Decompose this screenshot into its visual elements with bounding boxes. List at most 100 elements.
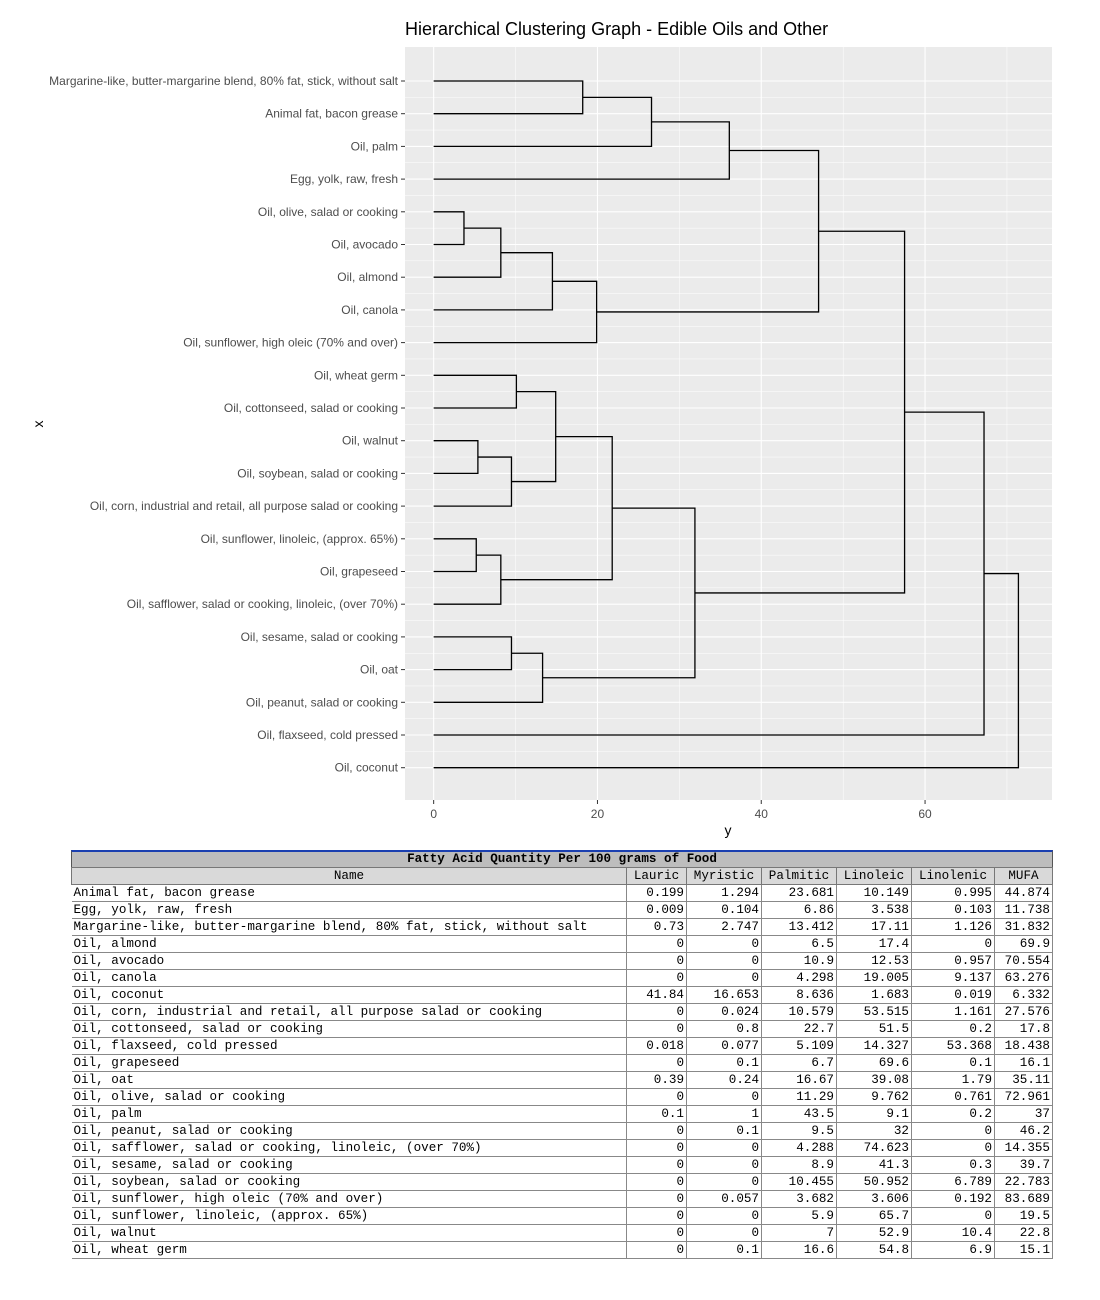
table-row: Oil, peanut, salad or cooking 0 0.1 9.5 32 0 4… [71, 1122, 1053, 1140]
cell-linolenic: 0.995 [911, 884, 995, 902]
cell-name: Oil, soybean, salad or cooking [71, 1173, 627, 1191]
table-row: Oil, walnut 0 0 7 52.9 10.4 22.8 [71, 1224, 1053, 1242]
cell-myristic: 0 [686, 1173, 762, 1191]
leaf-label: Oil, flaxseed, cold pressed [257, 728, 398, 742]
cell-linolenic: 6.789 [911, 1173, 995, 1191]
cell-myristic: 0 [686, 1207, 762, 1225]
column-header-palmitic: Palmitic [761, 867, 837, 885]
cell-mufa: 63.276 [994, 969, 1053, 987]
cell-name: Oil, olive, salad or cooking [71, 1088, 627, 1106]
cell-palmitic: 3.682 [761, 1190, 837, 1208]
cell-linoleic: 9.1 [836, 1105, 912, 1123]
cell-name: Oil, corn, industrial and retail, all pu… [71, 1003, 627, 1021]
leaf-label: Oil, almond [337, 270, 398, 284]
cell-linoleic: 41.3 [836, 1156, 912, 1174]
plot-panel [405, 47, 1052, 800]
leaf-label: Oil, olive, salad or cooking [258, 205, 398, 219]
cell-mufa: 31.832 [994, 918, 1053, 936]
cell-mufa: 27.576 [994, 1003, 1053, 1021]
cell-palmitic: 6.5 [761, 935, 837, 953]
cell-lauric: 0.009 [626, 901, 687, 919]
dendrogram-link [433, 80, 584, 115]
leaf-label: Egg, yolk, raw, fresh [290, 172, 398, 186]
table-row: Oil, canola 0 0 4.298 19.005 9.137 63.276 [71, 969, 1053, 987]
cell-myristic: 0 [686, 1224, 762, 1242]
cell-myristic: 0 [686, 969, 762, 987]
cell-lauric: 0 [626, 1156, 687, 1174]
leaf-label: Oil, sesame, salad or cooking [241, 630, 398, 644]
cell-linolenic: 0.761 [911, 1088, 995, 1106]
cell-linoleic: 3.606 [836, 1190, 912, 1208]
cell-lauric: 0.39 [626, 1071, 687, 1089]
table-body: Animal fat, bacon grease 0.199 1.294 23.681… [71, 884, 1053, 1259]
cell-palmitic: 7 [761, 1224, 837, 1242]
cell-myristic: 0 [686, 952, 762, 970]
table-row: Oil, safflower, salad or cooking, linole… [71, 1139, 1053, 1157]
table-row: Oil, sunflower, linoleic, (approx. 65%) 0… [71, 1207, 1053, 1225]
cell-myristic: 2.747 [686, 918, 762, 936]
cell-name: Oil, grapeseed [71, 1054, 627, 1072]
cell-linoleic: 17.4 [836, 935, 912, 953]
cell-palmitic: 10.455 [761, 1173, 837, 1191]
table-row: Oil, oat 0.39 0.24 16.67 39.08 1.79 35.11 [71, 1071, 1053, 1089]
cell-linolenic: 53.368 [911, 1037, 995, 1055]
cell-mufa: 16.1 [994, 1054, 1053, 1072]
cell-myristic: 0 [686, 935, 762, 953]
leaf-label: Oil, canola [341, 303, 398, 317]
cell-linolenic: 0.957 [911, 952, 995, 970]
cell-myristic: 0.1 [686, 1122, 762, 1140]
cell-palmitic: 43.5 [761, 1105, 837, 1123]
column-header-name: Name [71, 867, 627, 885]
cell-mufa: 6.332 [994, 986, 1053, 1004]
cell-linoleic: 69.6 [836, 1054, 912, 1072]
y-axis-ticks: 0 20 40 60 [430, 800, 932, 821]
cell-name: Oil, safflower, salad or cooking, linole… [71, 1139, 627, 1157]
column-header-linoleic: Linoleic [836, 867, 912, 885]
cell-linolenic: 0 [911, 1207, 995, 1225]
cell-linolenic: 0.103 [911, 901, 995, 919]
cell-lauric: 0 [626, 969, 687, 987]
y-tick-label: 0 [430, 807, 437, 821]
table-row: Oil, coconut 41.84 16.653 8.636 1.683 0.019 6.… [71, 986, 1053, 1004]
x-axis-title: x [30, 421, 46, 428]
cell-name: Oil, sunflower, linoleic, (approx. 65%) [71, 1207, 627, 1225]
leaf-label: Animal fat, bacon grease [265, 107, 398, 121]
cell-name: Egg, yolk, raw, fresh [71, 901, 627, 919]
dendrogram-link [694, 230, 906, 594]
cell-name: Oil, sunflower, high oleic (70% and over… [71, 1190, 627, 1208]
cell-mufa: 70.554 [994, 952, 1053, 970]
leaf-label: Oil, walnut [342, 434, 399, 448]
leaf-label: Oil, peanut, salad or cooking [246, 695, 398, 709]
dendrogram-link [433, 456, 513, 507]
leaf-label: Oil, wheat germ [314, 368, 398, 382]
cell-linolenic: 1.126 [911, 918, 995, 936]
leaf-label: Oil, coconut [335, 761, 399, 775]
cell-palmitic: 22.7 [761, 1020, 837, 1038]
cell-palmitic: 5.109 [761, 1037, 837, 1055]
cell-linolenic: 1.161 [911, 1003, 995, 1021]
cell-palmitic: 10.9 [761, 952, 837, 970]
dendrogram-link [433, 572, 1020, 769]
leaf-label: Margarine-like, butter-margarine blend, … [49, 74, 398, 88]
cell-lauric: 0 [626, 1020, 687, 1038]
cell-lauric: 0 [626, 1139, 687, 1157]
fatty-acid-table: Fatty Acid Quantity Per 100 grams of Foo… [71, 850, 1053, 1259]
cell-palmitic: 9.5 [761, 1122, 837, 1140]
dendrogram-link [433, 280, 598, 344]
cell-lauric: 0 [626, 1122, 687, 1140]
cell-myristic: 0.057 [686, 1190, 762, 1208]
cell-linoleic: 12.53 [836, 952, 912, 970]
table-row: Oil, soybean, salad or cooking 0 0 10.455 50… [71, 1173, 1053, 1191]
cell-myristic: 1 [686, 1105, 762, 1123]
cell-linolenic: 0 [911, 1139, 995, 1157]
cell-linoleic: 3.538 [836, 901, 912, 919]
table-row: Oil, grapeseed 0 0.1 6.7 69.6 0.1 16.1 [71, 1054, 1053, 1072]
cell-linoleic: 54.8 [836, 1241, 912, 1259]
cell-linoleic: 32 [836, 1122, 912, 1140]
cell-linolenic: 0.3 [911, 1156, 995, 1174]
table-row: Oil, olive, salad or cooking 0 0 11.29 9.762… [71, 1088, 1053, 1106]
cell-palmitic: 13.412 [761, 918, 837, 936]
cell-linolenic: 0 [911, 1122, 995, 1140]
cell-mufa: 83.689 [994, 1190, 1053, 1208]
cell-name: Oil, avocado [71, 952, 627, 970]
